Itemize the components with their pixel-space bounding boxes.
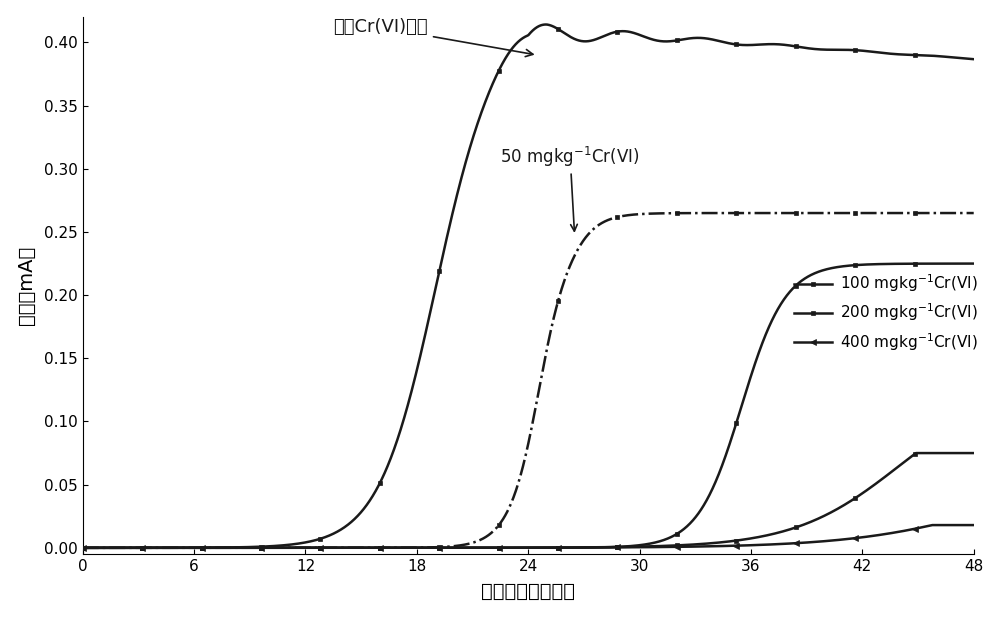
100 mgkg$^{-1}$Cr(VI) <box>418 544 430 551</box>
200 mgkg$^{-1}$Cr(VI) <box>77 544 89 551</box>
200 mgkg$^{-1}$Cr(VI) <box>854 491 866 499</box>
400 mgkg$^{-1}$Cr(VI) <box>231 544 243 551</box>
200 mgkg$^{-1}$Cr(VI) <box>950 449 962 457</box>
Legend: 100 mgkg$^{-1}$Cr(VI), 200 mgkg$^{-1}$Cr(VI), 400 mgkg$^{-1}$Cr(VI): 100 mgkg$^{-1}$Cr(VI), 200 mgkg$^{-1}$Cr… <box>788 266 984 359</box>
Y-axis label: 电流（mA）: 电流（mA） <box>17 246 36 325</box>
Line: 200 mgkg$^{-1}$Cr(VI): 200 mgkg$^{-1}$Cr(VI) <box>80 451 976 550</box>
400 mgkg$^{-1}$Cr(VI) <box>950 522 962 529</box>
400 mgkg$^{-1}$Cr(VI) <box>457 544 469 551</box>
200 mgkg$^{-1}$Cr(VI) <box>968 449 980 457</box>
400 mgkg$^{-1}$Cr(VI) <box>77 544 89 551</box>
100 mgkg$^{-1}$Cr(VI) <box>968 260 980 268</box>
Line: 400 mgkg$^{-1}$Cr(VI): 400 mgkg$^{-1}$Cr(VI) <box>80 522 977 551</box>
400 mgkg$^{-1}$Cr(VI) <box>926 522 938 529</box>
400 mgkg$^{-1}$Cr(VI) <box>854 534 866 541</box>
200 mgkg$^{-1}$Cr(VI) <box>178 544 190 551</box>
400 mgkg$^{-1}$Cr(VI) <box>968 522 980 529</box>
400 mgkg$^{-1}$Cr(VI) <box>418 544 430 551</box>
100 mgkg$^{-1}$Cr(VI) <box>854 261 866 269</box>
400 mgkg$^{-1}$Cr(VI) <box>178 544 190 551</box>
100 mgkg$^{-1}$Cr(VI) <box>231 544 243 551</box>
Text: 不加Cr(VI)对照: 不加Cr(VI)对照 <box>333 19 533 57</box>
100 mgkg$^{-1}$Cr(VI) <box>457 544 469 551</box>
200 mgkg$^{-1}$Cr(VI) <box>457 544 469 551</box>
Line: 100 mgkg$^{-1}$Cr(VI): 100 mgkg$^{-1}$Cr(VI) <box>80 261 976 550</box>
X-axis label: 运行时间（小时）: 运行时间（小时） <box>481 582 575 601</box>
100 mgkg$^{-1}$Cr(VI) <box>178 544 190 551</box>
100 mgkg$^{-1}$Cr(VI) <box>77 544 89 551</box>
200 mgkg$^{-1}$Cr(VI) <box>231 544 243 551</box>
Text: 50 mgkg$^{-1}$Cr(VI): 50 mgkg$^{-1}$Cr(VI) <box>500 145 640 231</box>
200 mgkg$^{-1}$Cr(VI) <box>910 449 922 457</box>
200 mgkg$^{-1}$Cr(VI) <box>418 544 430 551</box>
100 mgkg$^{-1}$Cr(VI) <box>950 260 962 268</box>
